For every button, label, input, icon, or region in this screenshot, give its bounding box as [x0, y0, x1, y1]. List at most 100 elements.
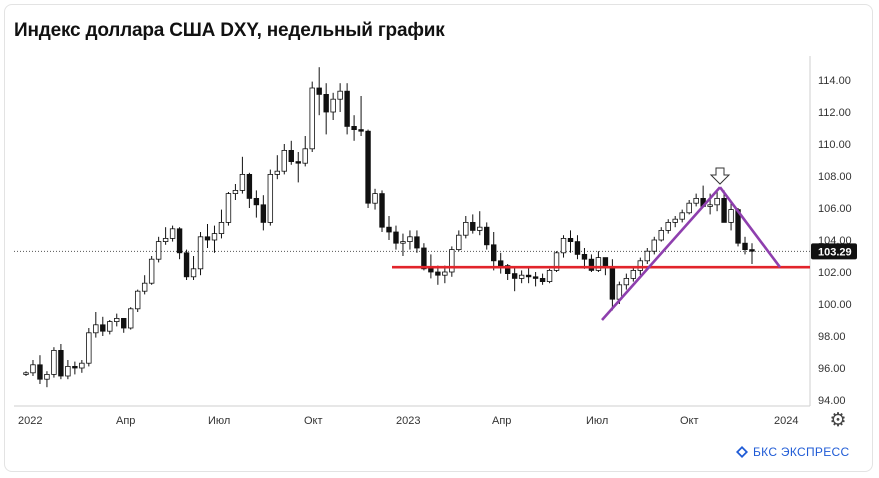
candle [37, 355, 43, 384]
candle [386, 216, 392, 240]
candle [114, 313, 120, 327]
candle [449, 246, 455, 277]
candle [330, 92, 336, 120]
candle-body-up [595, 257, 602, 271]
candle [204, 224, 211, 248]
candle [546, 268, 553, 284]
candle-body-down [204, 236, 211, 241]
candle-body-down [58, 349, 64, 377]
candle [169, 225, 176, 242]
candle [421, 243, 427, 271]
candle [232, 184, 239, 200]
candle [218, 209, 225, 239]
candle-body-up [518, 274, 525, 279]
candle [728, 201, 734, 231]
candle [51, 347, 57, 378]
candle-body-down [721, 197, 727, 223]
candle [253, 190, 260, 218]
x-tick-label: 2024 [774, 415, 798, 427]
candle [246, 172, 253, 208]
x-tick-label: 2022 [18, 415, 42, 427]
candle [239, 156, 246, 194]
candle [365, 129, 371, 208]
candle-body-down [316, 87, 322, 95]
candle [176, 227, 183, 260]
candle-body-down [295, 161, 301, 164]
candle-body-up [51, 349, 57, 375]
candle [497, 252, 504, 274]
candle-body-up [630, 269, 637, 279]
candle [93, 312, 99, 338]
candle-body-down [351, 126, 357, 131]
candle-body-up [714, 197, 720, 206]
candle [672, 216, 678, 228]
last-price-tag-bg [811, 243, 857, 260]
candle-body-down [567, 237, 574, 242]
candle [693, 193, 699, 207]
candle [358, 96, 364, 136]
candle [470, 214, 476, 234]
y-tick-label: 100.00 [818, 299, 852, 311]
candle-body-down [121, 317, 127, 329]
candle-body-down [581, 253, 588, 260]
candle [225, 192, 232, 226]
candle-body-down [421, 247, 427, 270]
y-tick-label: 94.00 [818, 395, 846, 407]
candle [442, 265, 448, 284]
candle [595, 251, 602, 272]
candle-body-up [190, 268, 197, 278]
candle [518, 270, 525, 284]
candle [121, 317, 127, 333]
candle [574, 235, 581, 260]
candle-body-up [456, 234, 462, 250]
x-tick-label: Июл [586, 415, 608, 427]
candle [379, 190, 385, 232]
candle [525, 267, 532, 284]
candle-body-down [344, 90, 350, 127]
x-tick-label: Окт [304, 415, 323, 427]
candle-body-up [407, 236, 413, 243]
candle [553, 251, 560, 272]
candle [134, 289, 141, 312]
candle-body-up [274, 170, 281, 175]
pattern-line-up [601, 186, 721, 321]
candle-body-up [169, 228, 176, 239]
candle-body-down [72, 365, 78, 369]
last-price-label: 103.29 [818, 246, 852, 258]
candle-body-down [393, 231, 399, 244]
candle-body-up [30, 364, 36, 374]
chart-title: Индекс доллара США DXY, недельный график [14, 20, 445, 41]
price-axis: 114.00112.00110.00108.00106.00104.00102.… [818, 75, 852, 407]
candle-body-down [602, 257, 609, 268]
candle [72, 361, 78, 375]
candle-body-up [65, 365, 71, 377]
candle-body-down [246, 173, 253, 199]
gear-icon[interactable]: ⚙ [829, 409, 847, 431]
candle-body-up [672, 218, 678, 223]
candle-body-down [749, 249, 755, 252]
candle-body-up [463, 221, 469, 236]
x-tick-label: Апр [492, 415, 511, 427]
candle-body-down [253, 197, 260, 206]
candle-body-up [707, 204, 713, 207]
candle [288, 140, 294, 165]
candle-body-up [693, 197, 699, 204]
pattern-line-down [718, 186, 782, 268]
candle-body-down [288, 149, 294, 162]
candle [686, 200, 692, 215]
candle-body-up [93, 324, 99, 334]
candle [23, 371, 29, 376]
candle-body-down [414, 236, 420, 249]
candle [581, 248, 588, 269]
candle-body-down [37, 364, 43, 380]
candle [65, 360, 71, 380]
candle-body-down [742, 242, 748, 250]
candle-body-up [128, 308, 134, 329]
candle-body-down [358, 129, 364, 132]
candle [532, 272, 539, 287]
candle [128, 307, 134, 330]
candle [511, 267, 518, 292]
candle [484, 222, 490, 250]
candle-body-down [365, 130, 371, 204]
candle [323, 83, 329, 135]
